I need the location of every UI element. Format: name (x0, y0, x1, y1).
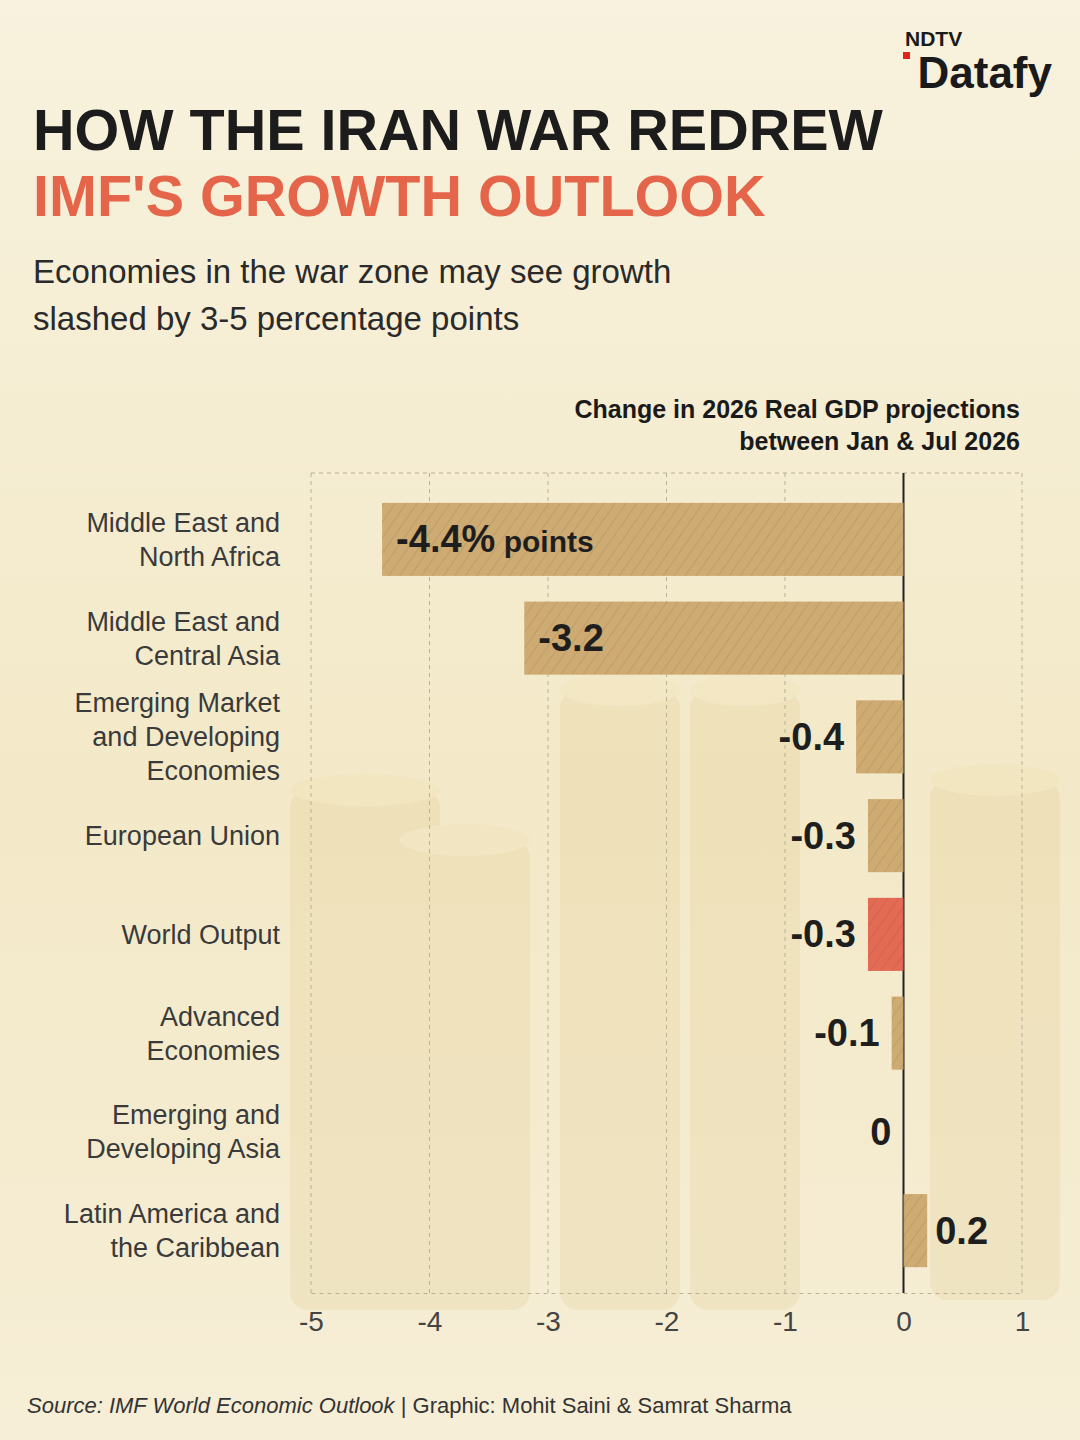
text-line: Emerging and (112, 1100, 280, 1130)
subtitle: Economies in the war zone may see growth… (33, 253, 671, 337)
data-label: 0.2 (935, 1210, 988, 1252)
category-labels: Middle East andNorth AfricaMiddle East a… (64, 508, 281, 1263)
category-label: Middle East and North Africa (86, 508, 281, 572)
tick: -1 (773, 1293, 798, 1337)
text-line: Emerging Market (74, 688, 280, 718)
text-line: Change in 2026 Real GDP projections (574, 395, 1020, 423)
tick: -4 (418, 1293, 443, 1337)
grid-line (785, 473, 786, 1293)
data-label: -4.4% points (396, 518, 594, 560)
tick-label: -5 (299, 1306, 324, 1337)
axis-title: Change in 2026 Real GDP projections betwe… (574, 395, 1020, 455)
category-label: Latin America and the Caribbean (64, 1199, 280, 1263)
data-label-part: -4.4% (396, 518, 495, 560)
decoration (290, 674, 1060, 1310)
bar (382, 503, 903, 576)
tick: 1 (1015, 1293, 1031, 1337)
bar (892, 997, 904, 1070)
tick-label: -3 (536, 1306, 561, 1337)
text-line: European Union (85, 821, 280, 851)
coin-stack (560, 690, 680, 1310)
tick: -3 (536, 1293, 561, 1337)
text-line: the Caribbean (110, 1233, 280, 1263)
data-labels: -4.4% points -3.2 -0.4 -0.3 -0.3 -0.1 0 0.2 (396, 518, 988, 1251)
text-line: World Output (121, 920, 280, 950)
category-label: Emerging Market and Developing Economies (74, 688, 280, 786)
tick-label: 0 (896, 1306, 912, 1337)
category-label: Emerging and Developing Asia (86, 1100, 281, 1164)
grid-line (429, 473, 430, 1293)
source-part: Source: IMF World Economic Outlook (27, 1393, 396, 1418)
grid-line (666, 473, 667, 1293)
text-line: Developing Asia (86, 1134, 281, 1164)
grid (311, 473, 1022, 1293)
text-line: Advanced (160, 1002, 280, 1032)
coin-stack (690, 690, 800, 1310)
text-line: Economies (146, 1036, 280, 1066)
text-line: Middle East and (86, 607, 280, 637)
text-line: Economies (146, 756, 280, 786)
category-label: European Union (85, 821, 280, 851)
source: Source: IMF World Economic Outlook | Gra… (27, 1393, 792, 1418)
chart-root: NDTVDatafy HOW THE IRAN WAR REDREWIMF'S G… (0, 0, 1080, 1440)
tick-label: -2 (655, 1306, 680, 1337)
data-label: -0.3 (790, 913, 855, 955)
text-line: Middle East and (86, 508, 280, 538)
coin-stack (400, 840, 530, 1310)
tick-label: -1 (773, 1306, 798, 1337)
tick-label: -4 (418, 1306, 443, 1337)
data-label: -0.4 (779, 716, 844, 758)
bar (903, 1095, 904, 1168)
zero-line (903, 473, 905, 1293)
category-label: World Output (121, 920, 280, 950)
tick: -5 (299, 1293, 324, 1337)
data-label: -0.1 (814, 1012, 879, 1054)
brand-dot (903, 52, 910, 59)
tick: -2 (655, 1293, 680, 1337)
category-label: Middle East and Central Asia (86, 607, 281, 671)
coin-stack (930, 780, 1060, 1300)
x-axis: -5 -4 -3 -2 -1 0 1 (299, 1293, 1030, 1337)
bar (856, 700, 903, 773)
title: IMF'S GROWTH OUTLOOK (33, 164, 766, 228)
axis-line (312, 1293, 1023, 1294)
data-label: 0 (870, 1111, 891, 1153)
bar (868, 799, 904, 872)
title: HOW THE IRAN WAR REDREW (33, 98, 884, 162)
tick: 0 (896, 1293, 912, 1337)
coin-top (690, 674, 800, 706)
source-part: | Graphic: Mohit Saini & Samrat Sharma (395, 1393, 793, 1418)
coin-top (290, 774, 440, 806)
bar (868, 898, 904, 971)
text-line: Latin America and (64, 1199, 280, 1229)
text-line: slashed by 3-5 percentage points (33, 300, 519, 337)
text-line: Economies in the war zone may see growth (33, 253, 671, 290)
coin-top (930, 764, 1060, 796)
coin-top (400, 824, 530, 856)
brand-small: NDTV (905, 27, 962, 50)
category-label: Advanced Economies (146, 1002, 280, 1066)
grid-line (1022, 473, 1023, 1293)
bar (904, 1194, 928, 1267)
background (0, 0, 1080, 1440)
tick-label: 1 (1015, 1306, 1031, 1337)
bars (382, 503, 927, 1267)
text-line: between Jan & Jul 2026 (739, 427, 1020, 455)
grid-line (311, 473, 312, 1293)
brand-main: Datafy (918, 48, 1053, 97)
grid-line (548, 473, 549, 1293)
text-line: and Developing (92, 722, 280, 752)
data-label: -3.2 (538, 617, 603, 659)
coin-top (560, 674, 680, 706)
text-line: Central Asia (134, 641, 281, 671)
data-label-part: points (495, 525, 593, 558)
text-line: North Africa (139, 542, 281, 572)
data-label: -0.3 (790, 815, 855, 857)
bar (524, 602, 903, 675)
